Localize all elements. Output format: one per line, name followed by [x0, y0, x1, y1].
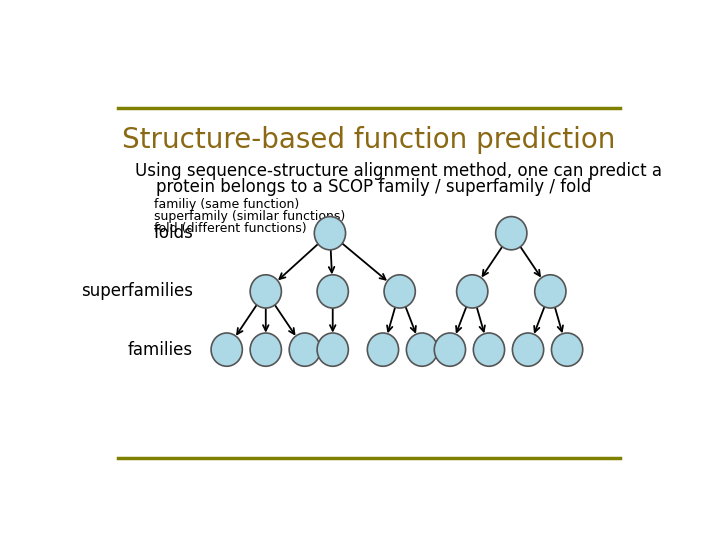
Ellipse shape — [384, 275, 415, 308]
Text: fold (different functions): fold (different functions) — [154, 222, 307, 235]
Text: familiy (same function): familiy (same function) — [154, 198, 300, 212]
Ellipse shape — [495, 217, 527, 250]
Ellipse shape — [552, 333, 582, 366]
Ellipse shape — [289, 333, 320, 366]
Text: superfamily (similar functions): superfamily (similar functions) — [154, 210, 346, 223]
Ellipse shape — [535, 275, 566, 308]
Text: families: families — [128, 341, 193, 359]
Text: Using sequence-structure alignment method, one can predict a: Using sequence-structure alignment metho… — [135, 162, 662, 180]
Ellipse shape — [434, 333, 466, 366]
Text: folds: folds — [153, 224, 193, 242]
Ellipse shape — [456, 275, 488, 308]
Ellipse shape — [250, 333, 282, 366]
Ellipse shape — [211, 333, 243, 366]
Ellipse shape — [250, 275, 282, 308]
Text: protein belongs to a SCOP family / superfamily / fold: protein belongs to a SCOP family / super… — [135, 178, 591, 197]
Ellipse shape — [513, 333, 544, 366]
Text: Structure-based function prediction: Structure-based function prediction — [122, 126, 616, 154]
Ellipse shape — [406, 333, 438, 366]
Text: superfamilies: superfamilies — [81, 282, 193, 300]
Ellipse shape — [315, 217, 346, 250]
Ellipse shape — [367, 333, 399, 366]
Ellipse shape — [473, 333, 505, 366]
Ellipse shape — [317, 275, 348, 308]
Ellipse shape — [317, 333, 348, 366]
